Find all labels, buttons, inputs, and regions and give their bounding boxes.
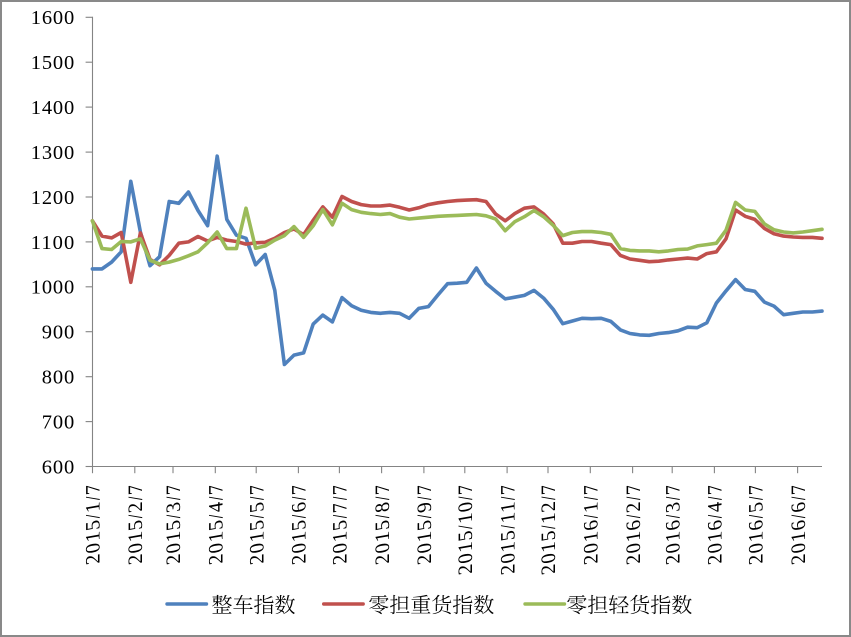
svg-text:2016/1/7: 2016/1/7 bbox=[581, 482, 603, 566]
svg-text:1200: 1200 bbox=[31, 187, 74, 209]
svg-text:800: 800 bbox=[42, 367, 75, 389]
svg-text:2016/3/7: 2016/3/7 bbox=[663, 482, 685, 566]
svg-text:1600: 1600 bbox=[31, 7, 74, 29]
svg-text:1000: 1000 bbox=[31, 277, 74, 299]
svg-text:700: 700 bbox=[42, 412, 75, 434]
svg-text:900: 900 bbox=[42, 322, 75, 344]
svg-text:2015/8/7: 2015/8/7 bbox=[372, 482, 394, 566]
svg-text:1400: 1400 bbox=[31, 97, 74, 119]
svg-text:2015/3/7: 2015/3/7 bbox=[163, 482, 185, 566]
svg-text:2015/1/7: 2015/1/7 bbox=[83, 482, 105, 566]
svg-text:2015/2/7: 2015/2/7 bbox=[125, 482, 147, 566]
svg-text:2015/6/7: 2015/6/7 bbox=[289, 482, 311, 566]
svg-text:1100: 1100 bbox=[31, 232, 74, 254]
svg-text:2015/9/7: 2015/9/7 bbox=[414, 482, 436, 566]
svg-text:2015/5/7: 2015/5/7 bbox=[247, 482, 269, 566]
svg-text:1300: 1300 bbox=[31, 142, 74, 164]
svg-text:2015/10/7: 2015/10/7 bbox=[455, 482, 477, 576]
svg-text:2015/11/7: 2015/11/7 bbox=[497, 482, 519, 576]
svg-text:2015/4/7: 2015/4/7 bbox=[206, 482, 228, 566]
svg-text:2015/12/7: 2015/12/7 bbox=[538, 482, 560, 576]
svg-text:2016/6/7: 2016/6/7 bbox=[788, 482, 810, 566]
svg-text:1500: 1500 bbox=[31, 52, 74, 74]
svg-text:2016/5/7: 2016/5/7 bbox=[746, 482, 768, 566]
svg-text:600: 600 bbox=[42, 456, 75, 478]
svg-text:2015/7/7: 2015/7/7 bbox=[330, 482, 352, 566]
svg-text:2016/4/7: 2016/4/7 bbox=[705, 482, 727, 566]
svg-text:2016/2/7: 2016/2/7 bbox=[623, 482, 645, 566]
